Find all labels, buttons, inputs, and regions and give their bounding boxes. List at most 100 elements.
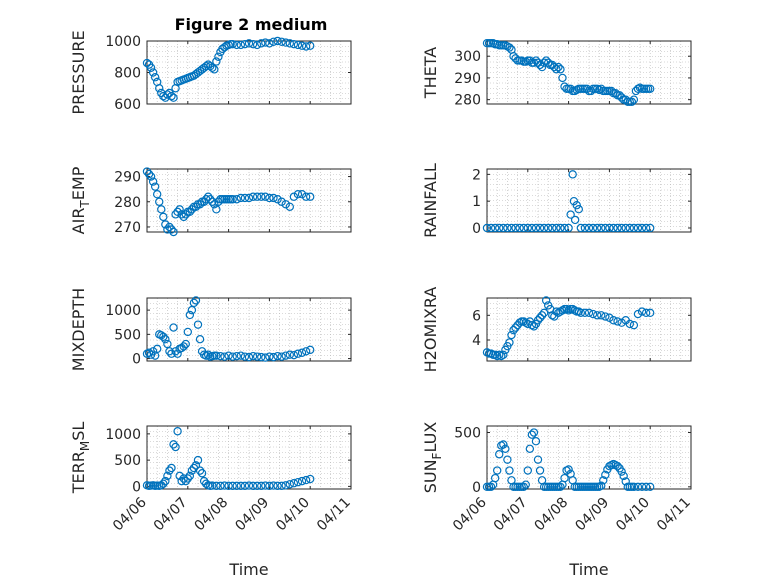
- y-tick-label: 800: [114, 66, 141, 82]
- data-point: [588, 223, 598, 233]
- data-point: [169, 227, 178, 237]
- data-point: [285, 350, 294, 359]
- data-point: [175, 205, 184, 214]
- data-point: [619, 471, 628, 481]
- data-point: [306, 192, 315, 201]
- data-point: [493, 466, 502, 475]
- data-point: [201, 61, 211, 71]
- data-point: [208, 197, 217, 206]
- data-point: [301, 42, 311, 51]
- data-point: [523, 223, 533, 233]
- data-point: [261, 192, 270, 201]
- data-point: [613, 461, 622, 471]
- data-point: [183, 327, 192, 337]
- data-point: [277, 37, 286, 46]
- data-point: [248, 351, 258, 361]
- data-point: [560, 223, 569, 233]
- data-point: [629, 482, 639, 492]
- data-point: [493, 351, 502, 361]
- y-tick-label: 1: [472, 194, 481, 210]
- data-point: [289, 479, 299, 488]
- y-axis-label: H2OMIXRA: [421, 287, 440, 373]
- data-point: [558, 73, 567, 83]
- data-point: [189, 298, 199, 308]
- data-point: [544, 58, 553, 67]
- data-point: [533, 455, 543, 464]
- data-point: [257, 39, 266, 48]
- y-tick-label: 600: [114, 97, 141, 113]
- data-point: [173, 349, 182, 358]
- data-point: [167, 91, 176, 101]
- data-point: [265, 352, 274, 361]
- data-point: [261, 353, 270, 362]
- data-point: [269, 193, 278, 203]
- y-axis-label: AIRTEMP: [69, 166, 92, 234]
- y-tick-label: 0: [472, 221, 481, 237]
- data-point: [505, 466, 514, 475]
- data-point: [187, 205, 197, 214]
- data-point: [588, 309, 598, 319]
- data-point: [597, 223, 606, 233]
- data-point: [173, 207, 182, 217]
- data-point: [527, 320, 537, 330]
- data-point: [220, 481, 229, 490]
- figure-title: Figure 2 medium: [175, 15, 328, 34]
- data-point: [646, 482, 655, 492]
- data-point: [621, 223, 630, 233]
- series-theta: [482, 38, 655, 107]
- data-point: [195, 466, 205, 475]
- data-point: [609, 316, 618, 325]
- data-point: [531, 437, 541, 446]
- y-tick-label: 0: [132, 479, 141, 495]
- data-point: [625, 223, 635, 233]
- data-point: [252, 352, 262, 361]
- y-axis-label: TERRMSL: [69, 422, 92, 495]
- data-point: [297, 189, 307, 199]
- data-point: [535, 60, 545, 70]
- data-point: [582, 84, 592, 93]
- data-point: [293, 477, 303, 487]
- y-axis-label-main: AIR: [69, 208, 88, 235]
- data-point: [544, 223, 553, 233]
- y-axis-label: THETA: [421, 47, 440, 99]
- data-point: [224, 481, 233, 491]
- data-point: [142, 58, 152, 68]
- data-point: [519, 482, 528, 492]
- y-axis-label-subscript: T: [78, 200, 92, 209]
- data-point: [529, 428, 539, 437]
- data-point: [185, 310, 195, 320]
- data-point: [580, 308, 590, 318]
- data-point: [505, 338, 514, 347]
- data-point: [613, 223, 622, 233]
- data-point: [552, 65, 561, 74]
- data-point: [552, 223, 561, 233]
- data-point: [497, 351, 506, 361]
- data-point: [556, 482, 565, 492]
- data-point: [285, 39, 294, 48]
- subplot-theta: 280 290 300 THETA: [421, 38, 692, 109]
- data-point: [181, 210, 190, 219]
- y-tick-label: 270: [114, 220, 141, 236]
- data-point: [297, 348, 307, 357]
- data-point: [171, 210, 180, 219]
- data-point: [159, 479, 168, 488]
- data-point: [261, 38, 270, 47]
- data-point: [486, 482, 496, 492]
- data-point: [495, 450, 504, 459]
- data-point: [197, 469, 207, 478]
- data-point: [220, 352, 229, 361]
- data-point: [208, 481, 217, 490]
- data-point: [212, 57, 221, 66]
- data-point: [148, 347, 158, 356]
- data-point: [257, 352, 266, 362]
- data-point: [527, 223, 537, 233]
- data-point: [232, 351, 241, 361]
- data-point: [613, 317, 622, 326]
- y-tick-label: 6: [472, 308, 481, 324]
- data-point: [236, 40, 246, 50]
- data-point: [281, 38, 290, 47]
- data-point: [150, 182, 160, 191]
- data-point: [503, 455, 512, 464]
- y-tick-label: 1000: [105, 34, 141, 50]
- y-tick-label: 290: [454, 71, 481, 87]
